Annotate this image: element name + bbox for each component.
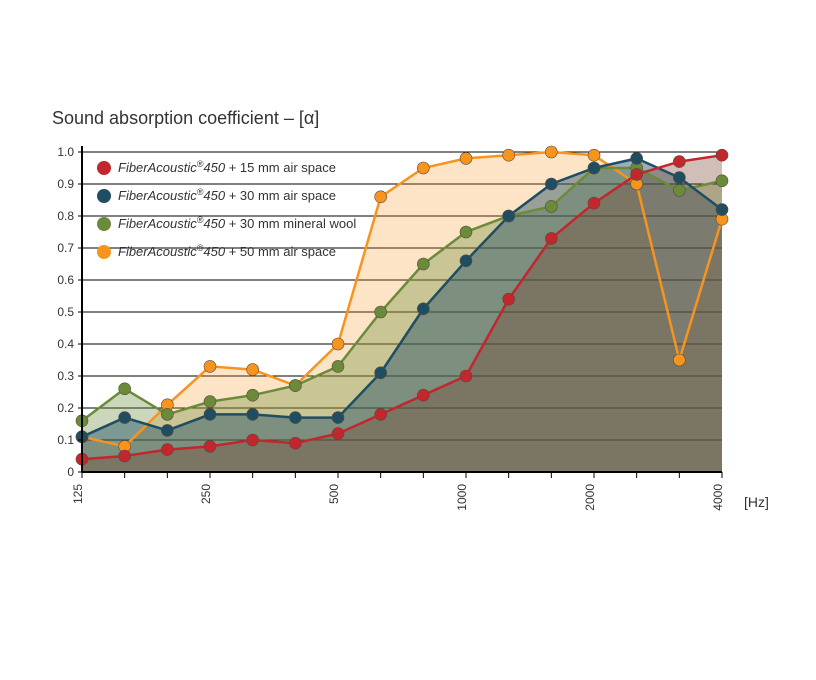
- series-dot-30mm-mineral-wool: [460, 226, 472, 238]
- y-tick-label: 0.9: [57, 177, 74, 191]
- y-tick-label: 0.6: [57, 273, 74, 287]
- series-dot-30mm-mineral-wool: [247, 389, 259, 401]
- chart-title: Sound absorption coefficient – [α]: [52, 108, 319, 129]
- series-dot-30mm-air: [375, 367, 387, 379]
- series-dot-30mm-mineral-wool: [204, 396, 216, 408]
- series-dot-30mm-air: [289, 412, 301, 424]
- series-dot-15mm-air: [204, 440, 216, 452]
- series-dot-15mm-air: [460, 370, 472, 382]
- series-dot-15mm-air: [417, 389, 429, 401]
- series-dot-30mm-air: [204, 408, 216, 420]
- y-tick-label: 0.8: [57, 209, 74, 223]
- series-dot-30mm-mineral-wool: [417, 258, 429, 270]
- series-dot-15mm-air: [503, 293, 515, 305]
- series-dot-30mm-air: [417, 303, 429, 315]
- x-tick-label: 125: [71, 484, 85, 504]
- legend-label: FiberAcoustic®450 + 50 mm air space: [118, 243, 336, 259]
- series-dot-15mm-air: [545, 232, 557, 244]
- series-dot-50mm-air: [673, 354, 685, 366]
- series-dot-30mm-air: [716, 204, 728, 216]
- y-tick-label: 0.7: [57, 241, 74, 255]
- series-dot-50mm-air: [375, 191, 387, 203]
- y-tick-label: 1.0: [57, 145, 74, 159]
- series-dot-15mm-air: [716, 149, 728, 161]
- series-dot-15mm-air: [289, 437, 301, 449]
- legend-label: FiberAcoustic®450 + 30 mm air space: [118, 187, 336, 203]
- series-dot-15mm-air: [161, 444, 173, 456]
- chart-container: { "chart": { "type": "line-area", "title…: [0, 0, 816, 680]
- series-dot-50mm-air: [247, 364, 259, 376]
- chart-svg: 0 0.1 0.2 0.3 0.4 0.5 0.6 0.7 0.8 0.9 1.0 125 250 500…: [52, 140, 732, 520]
- legend-dot: [97, 217, 111, 231]
- series-dot-50mm-air: [332, 338, 344, 350]
- series-dot-30mm-mineral-wool: [375, 306, 387, 318]
- series-dot-15mm-air: [673, 156, 685, 168]
- series-dot-50mm-air: [503, 149, 515, 161]
- y-tick-label: 0.5: [57, 305, 74, 319]
- x-tick-label: 1000: [455, 484, 469, 511]
- series-dot-30mm-air: [161, 424, 173, 436]
- series-dot-50mm-air: [588, 149, 600, 161]
- legend-label: FiberAcoustic®450 + 30 mm mineral wool: [118, 215, 356, 231]
- y-tick-label: 0: [67, 465, 74, 479]
- series-dot-15mm-air: [588, 197, 600, 209]
- legend-label: FiberAcoustic®450 + 15 mm air space: [118, 159, 336, 175]
- series-dot-30mm-mineral-wool: [716, 175, 728, 187]
- series-dot-30mm-air: [503, 210, 515, 222]
- series-dot-50mm-air: [417, 162, 429, 174]
- y-tick-label: 0.3: [57, 369, 74, 383]
- x-tick-label: 250: [199, 484, 213, 504]
- chart-plot-area: 0 0.1 0.2 0.3 0.4 0.5 0.6 0.7 0.8 0.9 1.0 125 250 500…: [52, 140, 732, 520]
- series-dot-15mm-air: [332, 428, 344, 440]
- x-tick-label: 2000: [583, 484, 597, 511]
- series-dot-15mm-air: [247, 434, 259, 446]
- series-dot-30mm-air: [247, 408, 259, 420]
- series-dot-30mm-mineral-wool: [161, 408, 173, 420]
- legend-dot: [97, 161, 111, 175]
- y-tick-label: 0.4: [57, 337, 74, 351]
- series-dot-15mm-air: [119, 450, 131, 462]
- series-dot-30mm-air: [545, 178, 557, 190]
- series-dot-50mm-air: [545, 146, 557, 158]
- legend-dot: [97, 189, 111, 203]
- series-dot-15mm-air: [631, 168, 643, 180]
- series-dot-30mm-mineral-wool: [289, 380, 301, 392]
- series-dot-30mm-mineral-wool: [119, 383, 131, 395]
- series-dot-50mm-air: [204, 360, 216, 372]
- series-dot-30mm-air: [119, 412, 131, 424]
- series-dot-30mm-air: [332, 412, 344, 424]
- series-dot-30mm-mineral-wool: [332, 360, 344, 372]
- x-axis-unit: [Hz]: [744, 494, 769, 510]
- series-dot-50mm-air: [460, 152, 472, 164]
- y-tick-label: 0.1: [57, 433, 74, 447]
- x-tick-label: 500: [327, 484, 341, 504]
- series-dot-30mm-mineral-wool: [673, 184, 685, 196]
- series-dot-30mm-air: [631, 152, 643, 164]
- series-dot-30mm-air: [588, 162, 600, 174]
- series-dot-30mm-air: [673, 172, 685, 184]
- series-dot-15mm-air: [375, 408, 387, 420]
- series-dot-30mm-mineral-wool: [545, 200, 557, 212]
- y-tick-label: 0.2: [57, 401, 74, 415]
- legend-dot: [97, 245, 111, 259]
- series-dot-30mm-air: [460, 255, 472, 267]
- x-tick-label: 4000: [711, 484, 725, 511]
